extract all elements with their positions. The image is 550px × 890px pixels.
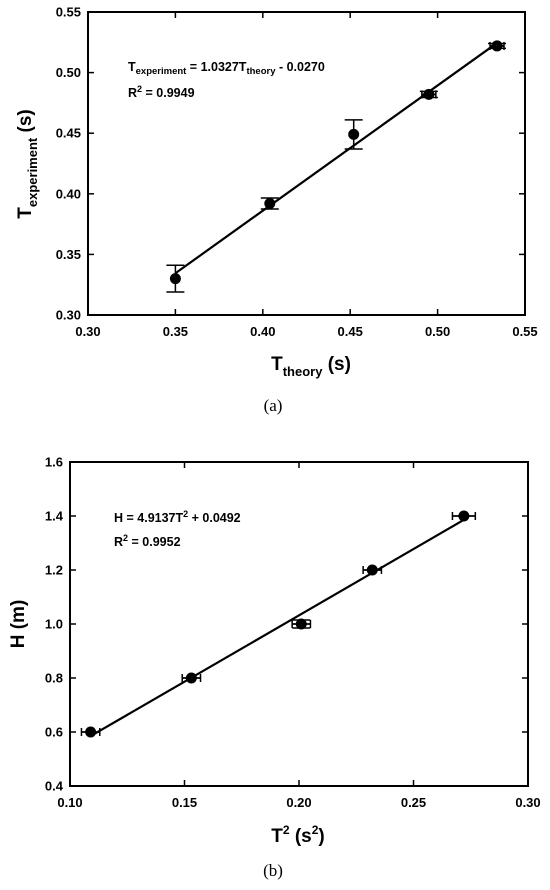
panel-label-a: (a) (264, 396, 283, 415)
r-squared-a: R2 = 0.9949 (128, 84, 195, 100)
data-point (451, 510, 477, 522)
x-tick-label: 0.30 (515, 795, 540, 810)
y-tick-label: 1.2 (45, 563, 63, 578)
fit-line-a (174, 40, 500, 275)
fit-line (174, 40, 500, 275)
x-axis-label-b-main: T (271, 826, 283, 847)
chart-panel-b: 0.10 0.15 0.20 0.25 0.30 0.4 0.6 0.8 1.0 1.2 1.4 1… (8, 455, 541, 881)
marker (169, 273, 181, 285)
marker (295, 618, 307, 630)
y-axis-label-b: H (m) (8, 600, 29, 649)
x-tick-label: 0.45 (338, 324, 363, 339)
marker (185, 672, 197, 684)
x-tick-label: 0.50 (425, 324, 450, 339)
equation-b-lhs-sup: 2 (183, 509, 188, 519)
equation-a-lhs: T (128, 60, 136, 74)
equation-a-middle-sub: theory (246, 66, 276, 77)
panel-label-b: (b) (263, 861, 283, 880)
x-tick-label: 0.35 (163, 324, 188, 339)
y-ticks-b: 0.4 0.6 0.8 1.0 1.2 1.4 1.6 (45, 455, 528, 794)
x-tick-label: 0.15 (172, 795, 197, 810)
data-point (181, 672, 202, 684)
x-axis-label-b-unit-main: (s (290, 826, 312, 847)
y-axis-label-a-unit: (s) (15, 109, 36, 138)
data-point (362, 564, 383, 576)
x-axis-label-b-unit-sup: 2 (312, 823, 319, 837)
equation-b: H = 4.9137T2 + 0.0492 (114, 509, 241, 525)
equation-a-lhs-sub: experiment (136, 66, 188, 77)
fit-line-b (90, 518, 465, 738)
marker (423, 88, 435, 100)
x-ticks-b: 0.10 0.15 0.20 0.25 0.30 (57, 462, 541, 810)
y-tick-label: 1.0 (45, 617, 63, 632)
chart-panel-a: 0.30 0.35 0.40 0.45 0.50 0.55 0.30 0.35 0.40 0.4… (15, 5, 538, 416)
r-squared-a-exp: 2 (137, 84, 142, 94)
x-axis-label-a-sub: theory (283, 364, 324, 379)
marker (85, 726, 97, 738)
data-point (80, 726, 101, 738)
data-point (291, 618, 312, 630)
data-point (260, 197, 279, 210)
x-tick-label: 0.55 (512, 324, 537, 339)
equation-a-rhs: - 0.0270 (276, 60, 325, 74)
x-tick-label: 0.10 (57, 795, 82, 810)
equation-b-rhs: + 0.0492 (188, 511, 241, 525)
y-tick-label: 1.6 (45, 455, 63, 470)
y-tick-label: 0.30 (56, 308, 81, 323)
marker (348, 128, 360, 140)
r-squared-b-exp: 2 (123, 533, 128, 543)
r-squared-b-label: R (114, 535, 123, 549)
y-tick-label: 0.55 (56, 5, 81, 20)
y-ticks-a: 0.30 0.35 0.40 0.45 0.50 0.55 (56, 5, 525, 323)
y-tick-label: 0.40 (56, 186, 81, 201)
marker (458, 510, 470, 522)
marker (264, 197, 276, 209)
y-tick-label: 0.6 (45, 725, 63, 740)
data-point (344, 119, 363, 150)
y-tick-label: 0.50 (56, 65, 81, 80)
y-axis-label-a: Texperiment (s) (15, 109, 40, 218)
x-tick-label: 0.25 (401, 795, 426, 810)
equation-a-middle: = 1.0327T (186, 60, 246, 74)
r-squared-b-value: = 0.9952 (128, 535, 181, 549)
fit-line (90, 518, 465, 738)
y-tick-label: 0.35 (56, 247, 81, 262)
r-squared-a-label: R (128, 86, 137, 100)
x-axis-label-a: Ttheory (s) (271, 354, 351, 379)
y-tick-label: 0.4 (45, 779, 64, 794)
marker (491, 40, 503, 52)
plot-frame-a (87, 11, 526, 316)
x-ticks-a: 0.30 0.35 0.40 0.45 0.50 0.55 (75, 12, 538, 339)
x-tick-label: 0.30 (75, 324, 100, 339)
marker (366, 564, 378, 576)
y-axis-label-a-main: T (15, 207, 36, 219)
y-tick-label: 1.4 (45, 509, 64, 524)
data-point (488, 40, 507, 52)
y-tick-label: 0.8 (45, 671, 63, 686)
x-tick-label: 0.40 (250, 324, 275, 339)
x-axis-label-a-main: T (271, 354, 283, 375)
r-squared-b: R2 = 0.9952 (114, 533, 181, 549)
x-axis-label-b: T2 (s2) (271, 823, 325, 847)
equation-a: Texperiment = 1.0327Ttheory - 0.0270 (128, 60, 325, 77)
x-tick-label: 0.20 (286, 795, 311, 810)
data-point (166, 264, 185, 293)
r-squared-a-value: = 0.9949 (142, 86, 195, 100)
y-tick-label: 0.45 (56, 126, 81, 141)
data-points-a (166, 40, 507, 293)
x-axis-label-a-unit: (s) (322, 354, 351, 375)
x-axis-label-b-sup: 2 (283, 823, 290, 837)
equation-b-lhs: H = 4.9137T (114, 511, 184, 525)
y-axis-label-a-sub: experiment (25, 137, 40, 207)
data-points-b (80, 510, 477, 738)
x-axis-label-b-unit-end: ) (318, 826, 324, 847)
data-point (419, 88, 438, 100)
